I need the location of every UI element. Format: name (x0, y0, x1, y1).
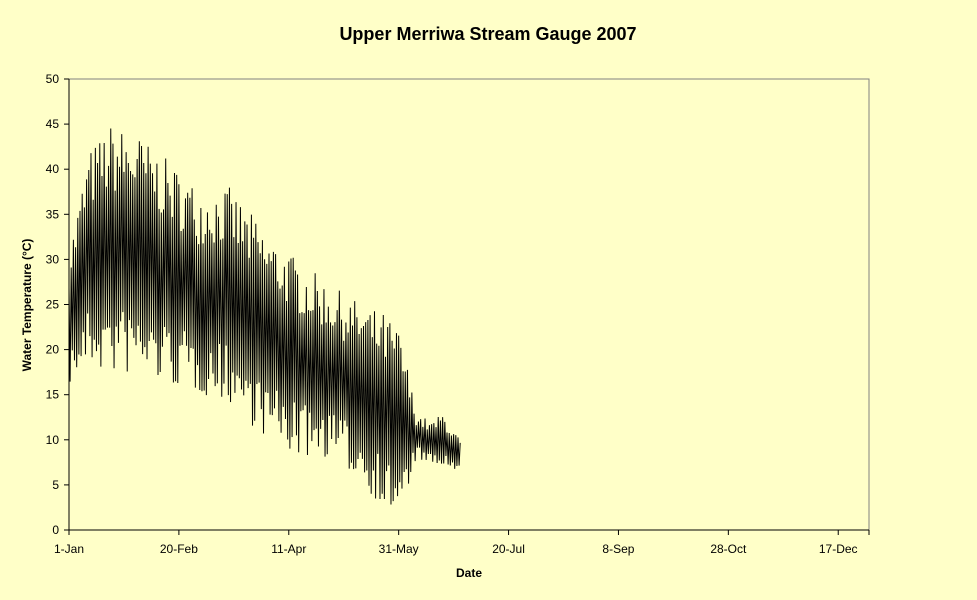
x-tick-label: 20-Jul (492, 542, 525, 556)
x-tick-label: 8-Sep (602, 542, 634, 556)
y-tick-label: 40 (46, 162, 60, 176)
y-axis-label: Water Temperature (°C) (20, 239, 34, 372)
y-tick-label: 25 (46, 298, 60, 312)
y-tick-label: 5 (52, 478, 59, 492)
y-tick-label: 0 (52, 523, 59, 537)
y-tick-label: 45 (46, 117, 60, 131)
y-tick-label: 15 (46, 388, 60, 402)
y-tick-label: 35 (46, 207, 60, 221)
x-tick-label: 11-Apr (271, 542, 306, 556)
x-tick-label: 1-Jan (54, 542, 84, 556)
y-axis: 0 5 10 15 20 25 30 35 40 45 50 (46, 72, 70, 537)
x-axis-label: Date (456, 566, 482, 580)
x-tick-label: 20-Feb (160, 542, 198, 556)
y-tick-label: 30 (46, 252, 60, 266)
series-line (68, 128, 461, 505)
x-tick-label: 31-May (379, 542, 419, 556)
y-tick-label: 20 (46, 343, 60, 357)
y-tick-label: 10 (46, 433, 60, 447)
x-tick-label: 17-Dec (819, 542, 858, 556)
y-tick-label: 50 (46, 72, 60, 86)
chart-title: Upper Merriwa Stream Gauge 2007 (339, 24, 636, 44)
x-axis: 1-Jan 20-Feb 11-Apr 31-May 20-Jul 8-Sep 28-Oct… (54, 529, 870, 556)
x-tick-label: 28-Oct (710, 542, 747, 556)
